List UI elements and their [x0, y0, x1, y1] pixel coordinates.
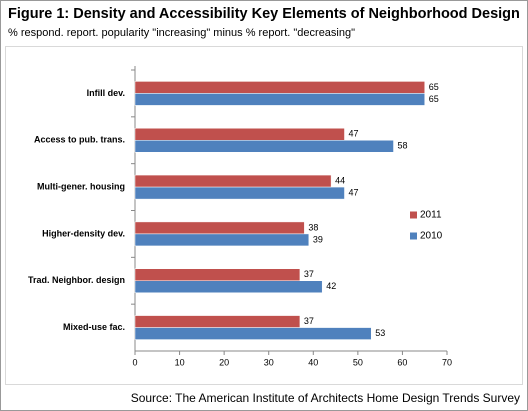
data-label: 39: [313, 234, 323, 244]
data-label: 65: [429, 94, 439, 104]
data-label: 44: [335, 175, 345, 185]
bar: [134, 174, 332, 188]
data-label: 58: [398, 141, 408, 151]
x-tick-label: 60: [397, 357, 407, 367]
data-label: 37: [304, 269, 314, 279]
x-tick-label: 40: [308, 357, 318, 367]
y-tick-label: Trad. Neighbor. design: [28, 275, 125, 285]
data-label: 42: [326, 281, 336, 291]
chart-area: [5, 46, 523, 385]
bar: [134, 128, 345, 141]
x-tick-label: 0: [132, 357, 137, 367]
data-label: 65: [429, 82, 439, 92]
bar: [134, 186, 345, 200]
x-tick-label: 20: [219, 357, 229, 367]
bar: [134, 233, 310, 247]
bar: [134, 221, 305, 235]
y-tick-label: Higher-density dev.: [42, 228, 125, 238]
data-label: 53: [375, 328, 385, 338]
y-tick-label: Access to pub. trans.: [34, 135, 125, 145]
bar: [134, 280, 323, 293]
legend-label: 2010: [420, 231, 443, 242]
data-label: 37: [304, 316, 314, 326]
data-label: 47: [348, 129, 358, 139]
bar: [134, 93, 425, 106]
data-label: 38: [308, 222, 318, 232]
y-tick-label: Infill dev.: [87, 88, 125, 98]
bar: [134, 315, 301, 328]
bar: [134, 327, 372, 340]
chart-title: Figure 1: Density and Accessibility Key …: [8, 6, 520, 22]
x-tick-label: 50: [353, 357, 363, 367]
bar: [134, 268, 301, 281]
legend-swatch: [410, 211, 417, 219]
legend-label: 2011: [420, 210, 442, 221]
x-tick-label: 10: [175, 357, 185, 367]
y-tick-label: Mixed-use fac.: [63, 322, 125, 332]
legend-swatch: [410, 232, 417, 240]
bar: [134, 81, 425, 94]
y-tick-label: Multi-gener. housing: [37, 181, 125, 191]
bar: [134, 140, 394, 153]
x-tick-label: 70: [442, 357, 452, 367]
data-label: 47: [348, 187, 358, 197]
source: Source: The American Institute of Archit…: [131, 391, 520, 405]
chart-subtitle: % respond. report. popularity "increasin…: [8, 27, 355, 39]
x-tick-label: 30: [264, 357, 274, 367]
